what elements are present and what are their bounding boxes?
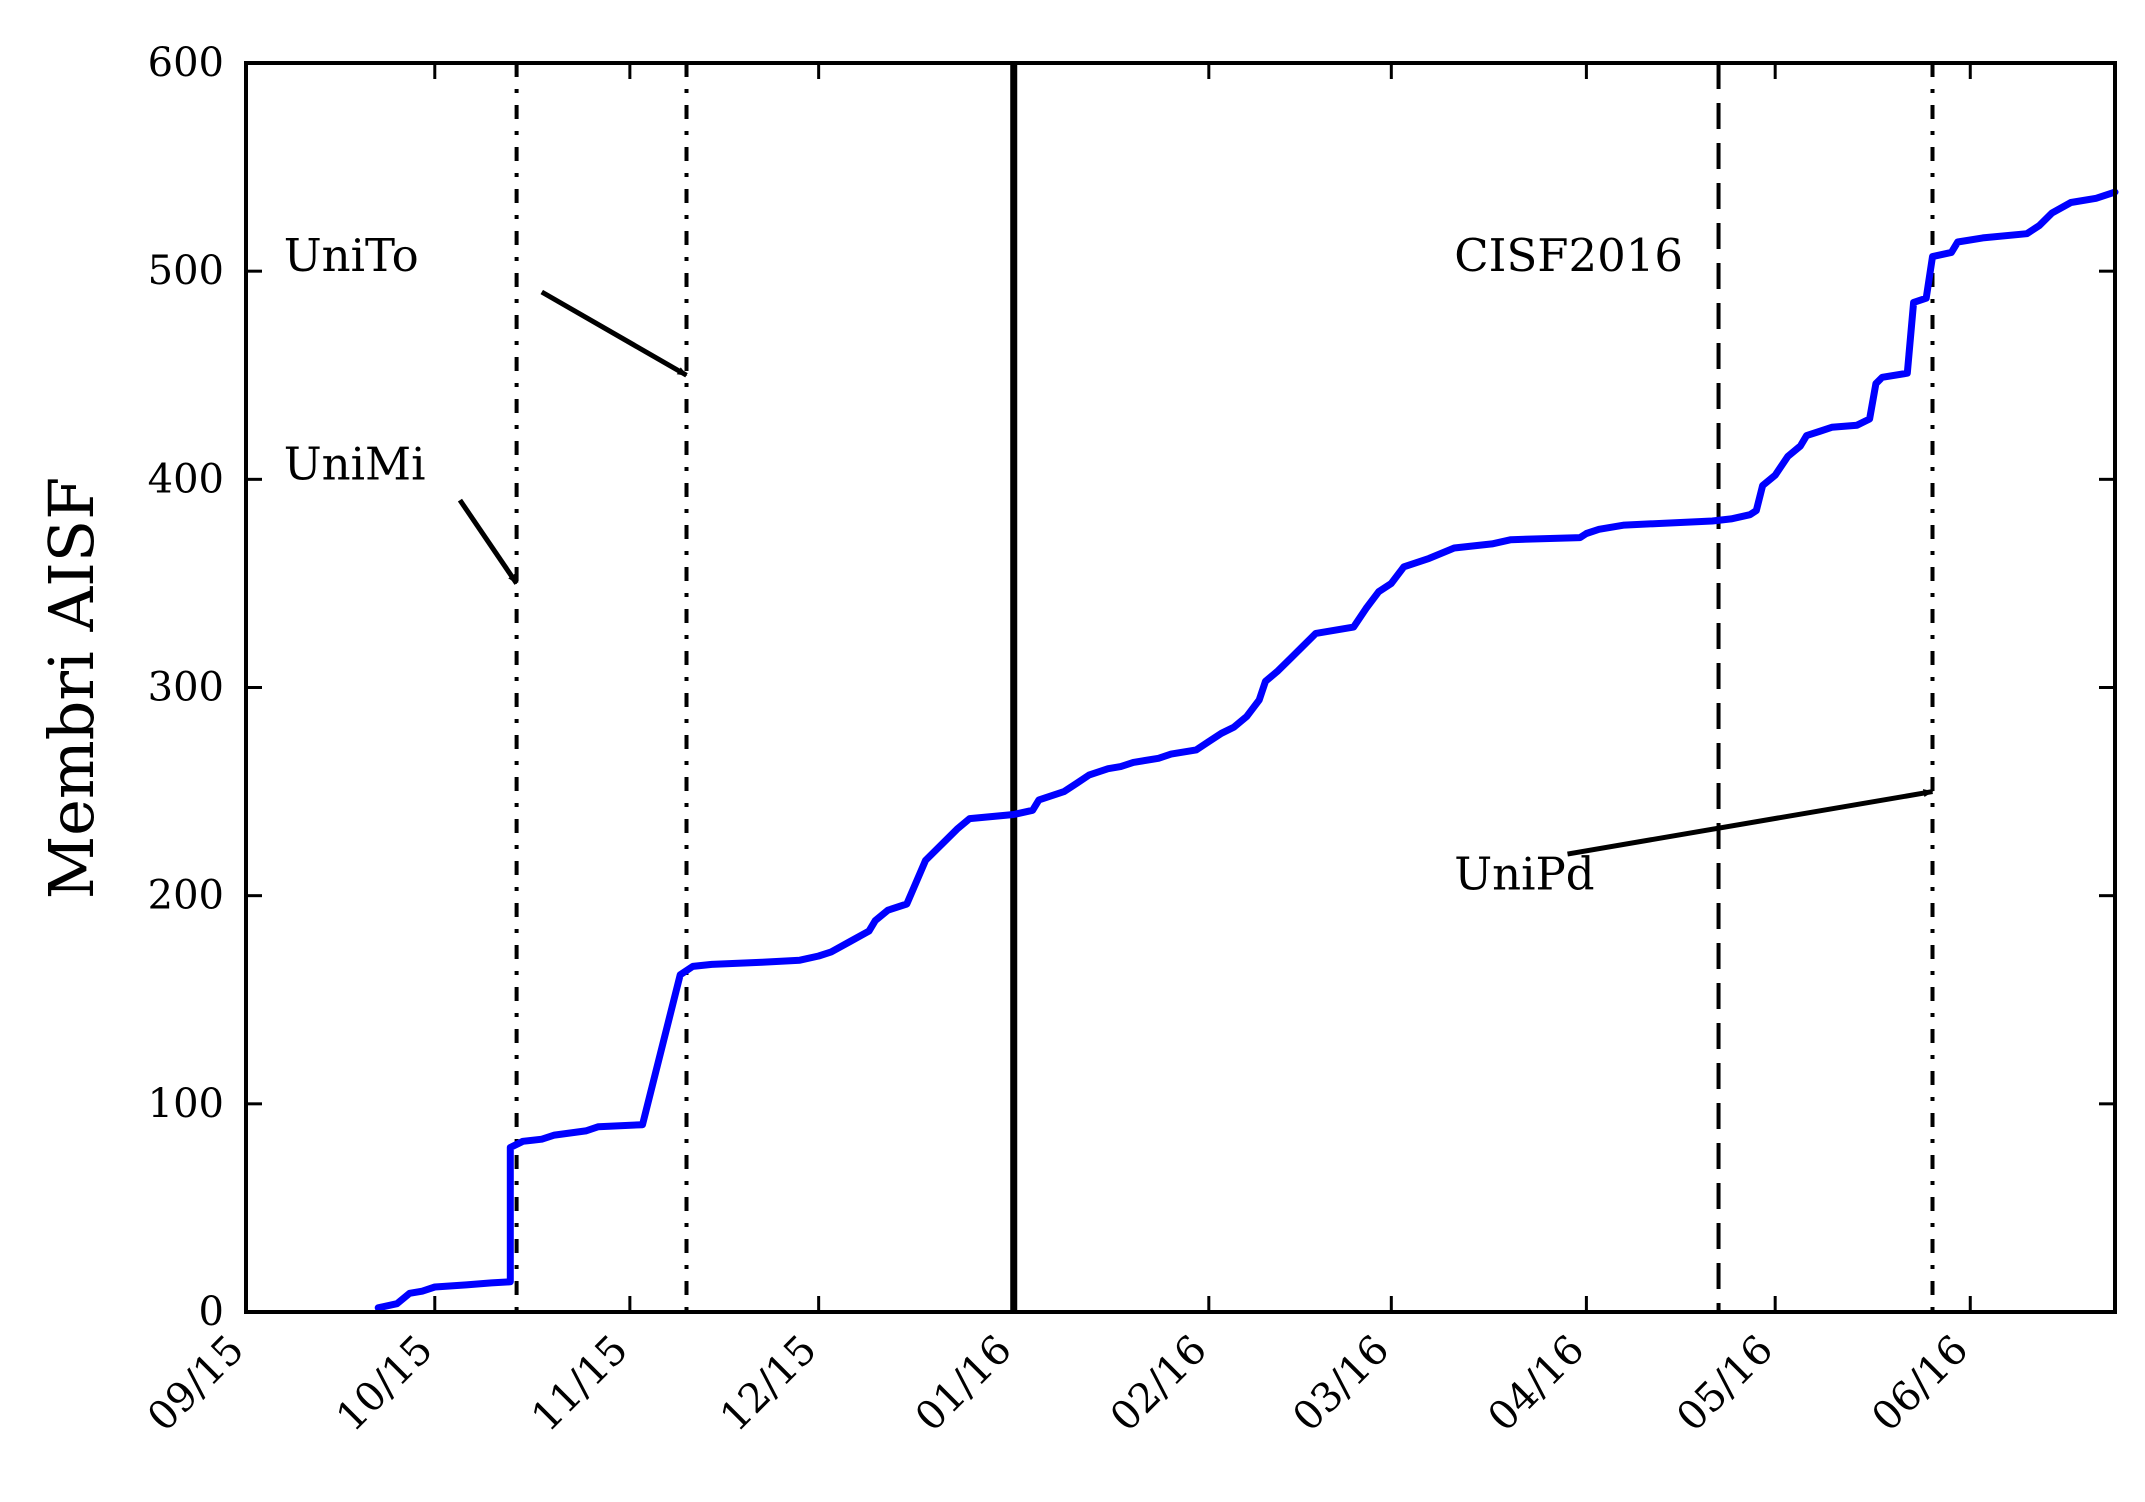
x-tick-label-3: 12/15: [712, 1327, 826, 1441]
ticks-layer: 0 100 200 300 400 500 600 09/15 10/15 11/15 12/15 0…: [139, 40, 2115, 1441]
annotation-label-1: UniMi: [284, 437, 426, 490]
annotation-label-3: UniPd: [1454, 847, 1594, 900]
x-tick-label-0: 09/15: [139, 1327, 253, 1441]
annotation-arrow-1: [457, 498, 519, 585]
y-tick-label-4: 400: [148, 456, 224, 502]
plot-layer: UniTo UniMi CISF2016 UniPd: [284, 63, 2119, 1312]
y-tick-label-6: 600: [148, 40, 224, 86]
y-tick-label-5: 500: [148, 248, 224, 294]
x-tick-label-2: 11/15: [523, 1327, 637, 1441]
annotation-arrow-0: [540, 289, 688, 378]
y-axis-label: Membri AISF: [35, 477, 108, 900]
y-tick-label-3: 300: [148, 665, 224, 711]
x-tick-label-6: 03/16: [1284, 1327, 1398, 1441]
x-tick-label-1: 10/15: [328, 1327, 442, 1441]
x-tick-label-5: 02/16: [1102, 1327, 1216, 1441]
y-tick-label-1: 100: [148, 1081, 224, 1127]
y-tick-label-0: 0: [199, 1289, 224, 1335]
x-tick-label-9: 06/16: [1863, 1327, 1977, 1441]
series-line-0: [374, 188, 2119, 1312]
annotation-label-2: CISF2016: [1454, 229, 1683, 282]
x-tick-label-7: 04/16: [1479, 1327, 1593, 1441]
plot-frame: [244, 61, 2117, 1314]
y-tick-label-2: 200: [148, 873, 224, 919]
annotation-label-0: UniTo: [284, 229, 419, 282]
x-tick-label-8: 05/16: [1668, 1327, 1782, 1441]
x-tick-label-4: 01/16: [907, 1327, 1021, 1441]
annotation-arrow-3: [1567, 789, 1934, 857]
